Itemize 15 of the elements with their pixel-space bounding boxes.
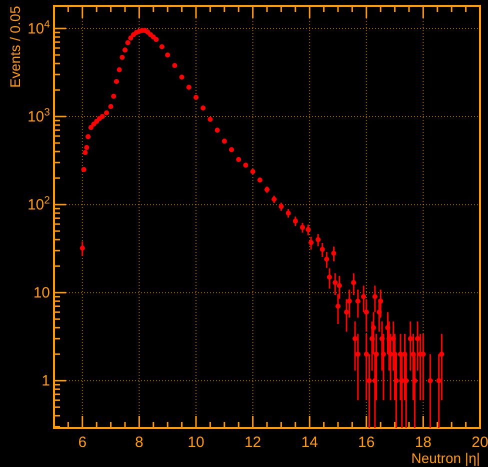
x-tick-label: 18 [414,434,432,451]
y-tick-label: 10$^{3}$ [27,106,50,126]
y-tick-label: 1 [42,372,50,390]
y-tick-label: 10 [33,284,50,302]
y-tick-label: 10$^{4}$ [27,18,50,38]
x-axis-title: Neutron |η| [411,450,480,466]
x-tick-label: 8 [135,434,144,451]
x-tick-label: 20 [472,434,488,451]
x-tick-label: 14 [301,434,318,451]
x-tick-label: 16 [358,434,375,451]
y-tick-label: 10$^{2}$ [27,194,50,214]
x-tick-label: 10 [188,434,204,451]
y-axis-title: Events / 0.05 [7,6,23,88]
x-tick-label: 12 [244,434,262,451]
x-tick-label: 6 [78,434,87,451]
